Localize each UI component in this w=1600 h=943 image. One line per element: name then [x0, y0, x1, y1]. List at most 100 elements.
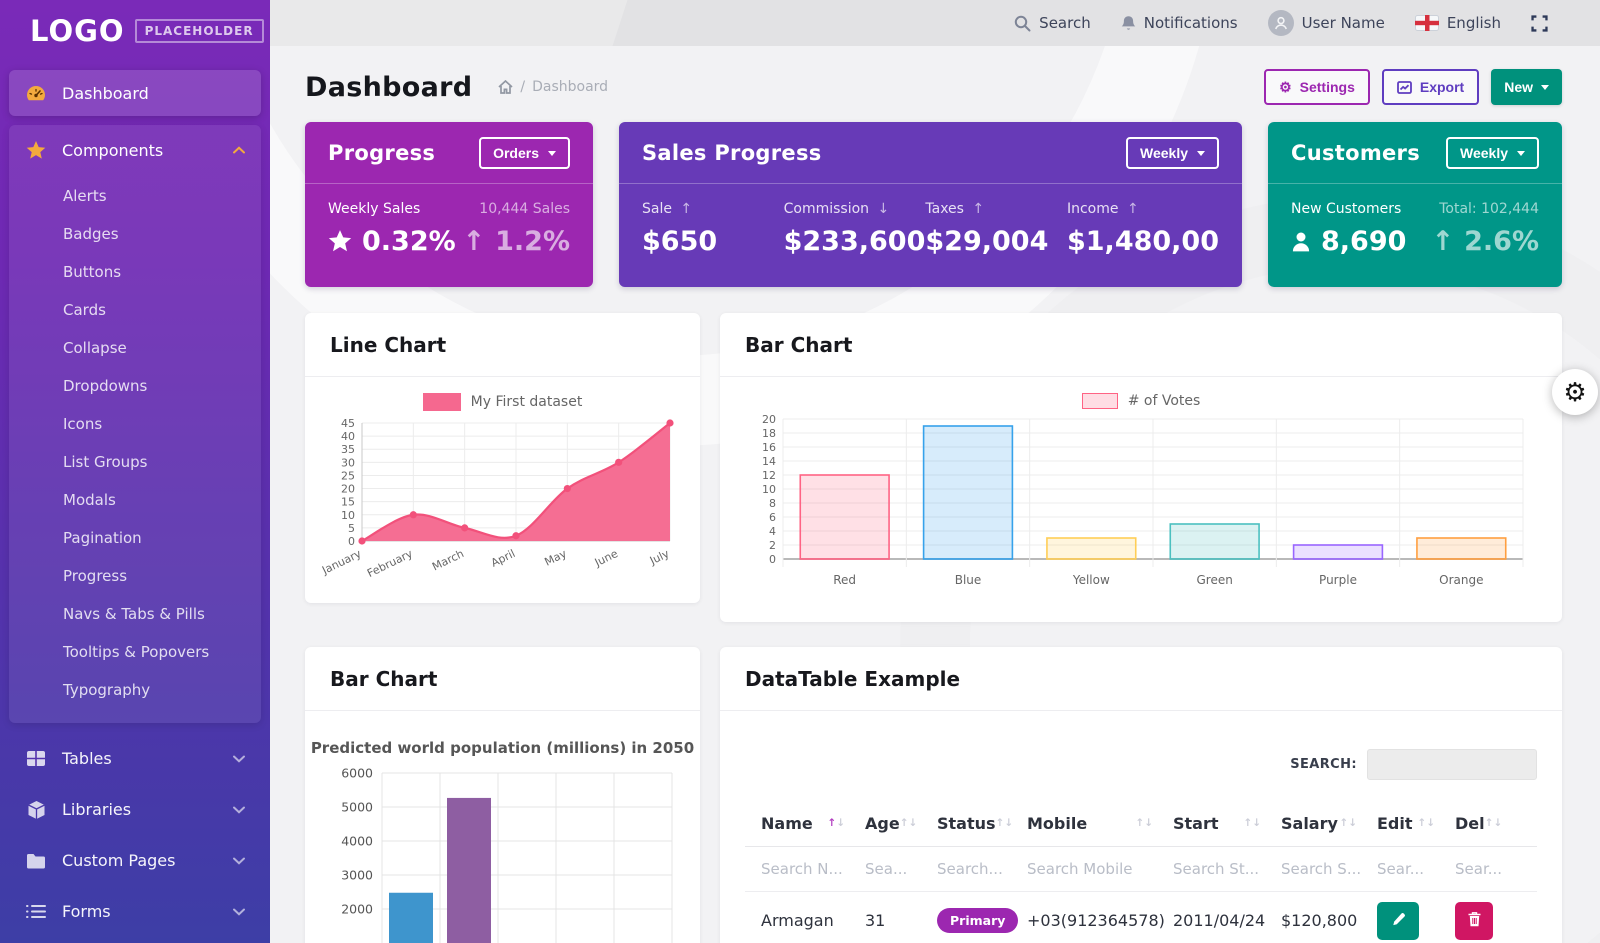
filter-input-status[interactable]: Search...	[937, 860, 1003, 878]
card-title: Line Chart	[330, 332, 447, 357]
floating-settings-button[interactable]: ⚙	[1552, 369, 1598, 415]
line-chart-legend[interactable]: My First dataset	[305, 393, 700, 411]
breadcrumb-current[interactable]: Dashboard	[532, 79, 609, 95]
sidebar-item-tables[interactable]: Tables	[9, 733, 261, 784]
sidebar-groups: Tables Libraries Custom Pages Forms	[9, 733, 261, 937]
svg-text:Blue: Blue	[955, 573, 982, 587]
metric-value: $650	[642, 226, 718, 257]
weekly-dropdown[interactable]: Weekly	[1126, 136, 1219, 169]
sort-icons: ↑↓	[1484, 817, 1503, 829]
sidebar-subitem-buttons[interactable]: Buttons	[63, 263, 122, 281]
svg-text:12: 12	[762, 469, 776, 482]
sidebar-item-components[interactable]: Components	[9, 125, 261, 175]
edit-button[interactable]	[1377, 901, 1419, 940]
orders-dropdown[interactable]: Orders	[479, 136, 570, 169]
logo-badge: PLACEHOLDER	[134, 19, 264, 43]
sidebar-item-libraries[interactable]: Libraries	[9, 784, 261, 835]
sales-progress-card: Sales Progress Weekly Sale ↑ $650 Commissi…	[619, 122, 1242, 287]
fullscreen-button[interactable]	[1531, 14, 1548, 32]
topbar-search[interactable]: Search	[1014, 14, 1091, 32]
weekly-dropdown[interactable]: Weekly	[1446, 136, 1539, 169]
svg-text:0: 0	[348, 535, 355, 548]
card-title: Bar Chart	[330, 666, 438, 691]
metric-sale: Sale ↑ $650	[642, 201, 784, 257]
sidebar-item-forms[interactable]: Forms	[9, 886, 261, 937]
sidebar-item-custom-pages[interactable]: Custom Pages	[9, 835, 261, 886]
svg-text:15: 15	[341, 496, 355, 509]
topbar-user[interactable]: User Name	[1267, 10, 1385, 36]
column-header-mobile[interactable]: Mobile ↑↓	[1027, 813, 1153, 833]
column-header-salary[interactable]: Salary ↑↓	[1281, 813, 1357, 833]
column-header-age[interactable]: Age ↑↓	[865, 813, 918, 833]
filter-input-name[interactable]: Search N...	[761, 860, 843, 878]
card-title: Bar Chart	[745, 332, 853, 357]
stat-label: Weekly Sales	[328, 201, 421, 217]
svg-text:8: 8	[769, 497, 776, 510]
population-bar-chart: 6000 5000 4000 3000 2000	[341, 766, 673, 943]
line-chart-card: Line Chart My First dataset 0 5 10 15 20 25 30…	[305, 313, 700, 603]
filter-input-start[interactable]: Search St...	[1173, 860, 1260, 878]
sidebar-item-label: Dashboard	[62, 83, 149, 103]
pencil-icon	[1391, 912, 1406, 930]
sidebar-subitem-badges[interactable]: Badges	[63, 225, 119, 243]
sidebar-subitem-navs-tabs-pills[interactable]: Navs & Tabs & Pills	[63, 605, 205, 623]
column-header-status[interactable]: Status ↑↓	[937, 813, 1014, 833]
topbar-notifications[interactable]: Notifications	[1121, 14, 1238, 32]
svg-text:July: July	[647, 547, 672, 568]
column-header-name[interactable]: Name ↑↓	[761, 813, 845, 833]
filter-input-salary[interactable]: Search S...	[1281, 860, 1362, 878]
sidebar: LOGO PLACEHOLDER Dashboard Components Al…	[0, 0, 270, 943]
filter-input-edit[interactable]: Sear...	[1377, 860, 1425, 878]
delete-button[interactable]	[1455, 901, 1493, 940]
svg-text:Green: Green	[1196, 573, 1232, 587]
svg-text:4: 4	[769, 525, 776, 538]
svg-text:45: 45	[341, 417, 355, 430]
sidebar-subitem-progress[interactable]: Progress	[63, 567, 128, 585]
star-icon	[24, 140, 48, 160]
column-header-start[interactable]: Start ↑↓	[1173, 813, 1261, 833]
sidebar-subitem-tooltips-popovers[interactable]: Tooltips & Popovers	[63, 643, 210, 661]
table-search-input[interactable]	[1367, 749, 1537, 780]
export-button[interactable]: Export	[1381, 69, 1480, 105]
sidebar-subitem-alerts[interactable]: Alerts	[63, 187, 107, 205]
svg-text:April: April	[489, 547, 517, 570]
stat-value: 8,690	[1321, 226, 1407, 257]
metric-value: $29,004	[925, 226, 1049, 257]
sidebar-subitem-list-groups[interactable]: List Groups	[63, 453, 148, 471]
svg-text:0: 0	[769, 553, 776, 566]
caret-down-icon	[1517, 150, 1525, 160]
svg-text:Red: Red	[833, 573, 856, 587]
topbar-language[interactable]: English	[1414, 14, 1501, 32]
svg-text:June: June	[592, 547, 620, 570]
list-icon	[24, 904, 48, 919]
caret-down-icon	[1541, 85, 1549, 94]
votes-chart-legend[interactable]: # of Votes	[720, 393, 1562, 409]
sidebar-subitem-collapse[interactable]: Collapse	[63, 339, 127, 357]
stat-value: 0.32%	[362, 226, 456, 257]
filter-input-age[interactable]: Sea...	[865, 860, 908, 878]
sidebar-nav: Dashboard Components Alerts Badges Buttons…	[0, 62, 270, 937]
new-button[interactable]: New	[1491, 69, 1562, 105]
svg-text:5000: 5000	[341, 800, 373, 815]
home-icon	[498, 80, 513, 94]
settings-button[interactable]: ⚙ Settings	[1264, 69, 1370, 105]
cell-start: 2011/04/24	[1173, 911, 1266, 930]
filter-input-del[interactable]: Sear...	[1455, 860, 1503, 878]
column-header-del[interactable]: Del ↑↓	[1455, 813, 1503, 833]
sidebar-subitem-icons[interactable]: Icons	[63, 415, 103, 433]
sort-icons: ↑↓	[1135, 817, 1153, 829]
filter-input-mobile[interactable]: Search Mobile	[1027, 860, 1133, 878]
sidebar-subitem-dropdowns[interactable]: Dropdowns	[63, 377, 148, 395]
column-header-edit[interactable]: Edit ↑↓	[1377, 813, 1435, 833]
sort-icons: ↑↓	[1243, 817, 1261, 829]
caret-down-icon	[548, 150, 556, 160]
svg-text:25: 25	[341, 469, 355, 482]
legend-swatch	[422, 393, 461, 411]
sidebar-subitem-typography[interactable]: Typography	[63, 681, 151, 699]
status-badge: Primary	[937, 908, 1019, 933]
sidebar-item-dashboard[interactable]: Dashboard	[9, 70, 261, 116]
sidebar-subitem-cards[interactable]: Cards	[63, 301, 106, 319]
sidebar-subitem-pagination[interactable]: Pagination	[63, 529, 142, 547]
sidebar-subitem-modals[interactable]: Modals	[63, 491, 116, 509]
